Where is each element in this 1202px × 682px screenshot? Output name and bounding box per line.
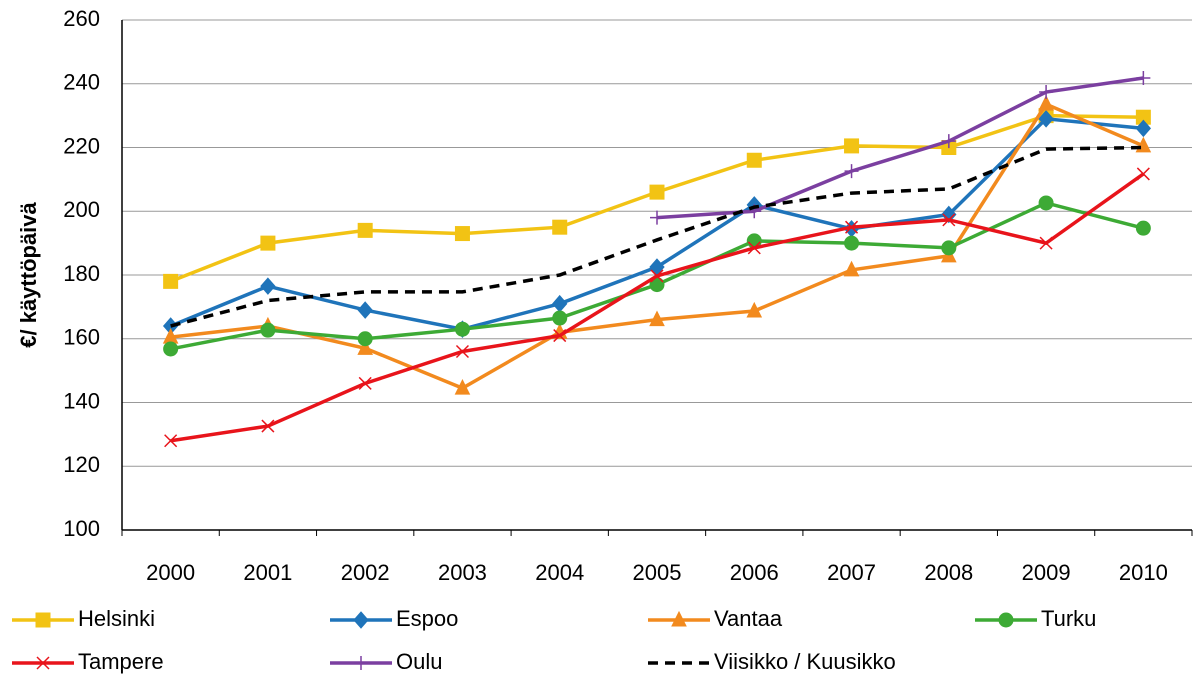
marker (36, 656, 50, 670)
marker (163, 341, 179, 357)
marker (164, 434, 178, 448)
marker (941, 240, 957, 256)
marker (454, 226, 470, 242)
y-tick-label: 120 (63, 452, 100, 477)
marker (1136, 167, 1150, 181)
y-tick-label: 240 (63, 70, 100, 95)
marker (358, 376, 372, 390)
marker (454, 379, 471, 395)
x-tick-label: 2010 (1119, 560, 1168, 585)
x-tick-label: 2009 (1022, 560, 1071, 585)
marker (941, 134, 956, 149)
marker (649, 258, 665, 276)
marker (671, 610, 687, 627)
y-tick-label: 180 (63, 261, 100, 286)
marker (845, 220, 859, 234)
x-tick-label: 2001 (243, 560, 292, 585)
marker (455, 344, 469, 359)
marker (844, 138, 860, 154)
x-tick-label: 2008 (924, 560, 973, 585)
marker (747, 241, 761, 255)
y-axis-label: €/ käyttöpäivä (16, 201, 41, 347)
marker (553, 329, 567, 343)
marker (650, 210, 664, 225)
marker (260, 235, 276, 251)
marker (357, 331, 373, 347)
marker (354, 656, 368, 670)
legend-label: Viisikko / Kuusikko (714, 649, 896, 674)
marker (454, 321, 470, 337)
marker (552, 219, 568, 235)
legend-label: Vantaa (714, 606, 783, 631)
marker (746, 152, 762, 168)
marker (260, 322, 276, 338)
marker (1135, 220, 1151, 236)
marker (552, 310, 568, 326)
y-tick-label: 140 (63, 388, 100, 413)
x-tick-label: 2003 (438, 560, 487, 585)
marker (1038, 195, 1054, 211)
marker (650, 269, 664, 283)
marker (1039, 236, 1053, 250)
marker (1135, 119, 1152, 138)
y-tick-label: 200 (63, 197, 100, 222)
x-tick-label: 2005 (633, 560, 682, 585)
marker (998, 612, 1014, 628)
legend-label: Helsinki (78, 606, 155, 631)
series-line (170, 145, 1144, 328)
marker (357, 301, 373, 319)
x-tick-label: 2004 (535, 560, 584, 585)
marker (357, 222, 373, 238)
x-tick-label: 2000 (146, 560, 195, 585)
x-tick-label: 2002 (341, 560, 390, 585)
marker (1038, 110, 1054, 128)
legend-label: Turku (1041, 606, 1096, 631)
marker (35, 612, 51, 628)
marker (1038, 95, 1054, 111)
marker (1136, 71, 1151, 86)
marker (843, 260, 860, 277)
y-tick-label: 100 (63, 516, 100, 541)
marker (746, 301, 763, 318)
marker (1039, 85, 1054, 100)
y-tick-label: 220 (63, 133, 100, 158)
marker (552, 294, 568, 313)
y-tick-label: 160 (63, 325, 100, 350)
series-line (170, 101, 1145, 391)
x-tick-label: 2006 (730, 560, 779, 585)
marker (649, 184, 665, 200)
marker (353, 611, 369, 629)
legend-label: Espoo (396, 606, 458, 631)
legend-label: Oulu (396, 649, 442, 674)
marker (942, 213, 956, 227)
y-tick-label: 260 (63, 6, 100, 31)
marker (357, 339, 373, 355)
legend-label: Tampere (78, 649, 164, 674)
x-tick-label: 2007 (827, 560, 876, 585)
marker (260, 277, 276, 295)
marker (844, 235, 860, 251)
marker (163, 273, 179, 289)
marker (844, 164, 859, 179)
marker (649, 310, 665, 327)
marker (261, 419, 275, 433)
